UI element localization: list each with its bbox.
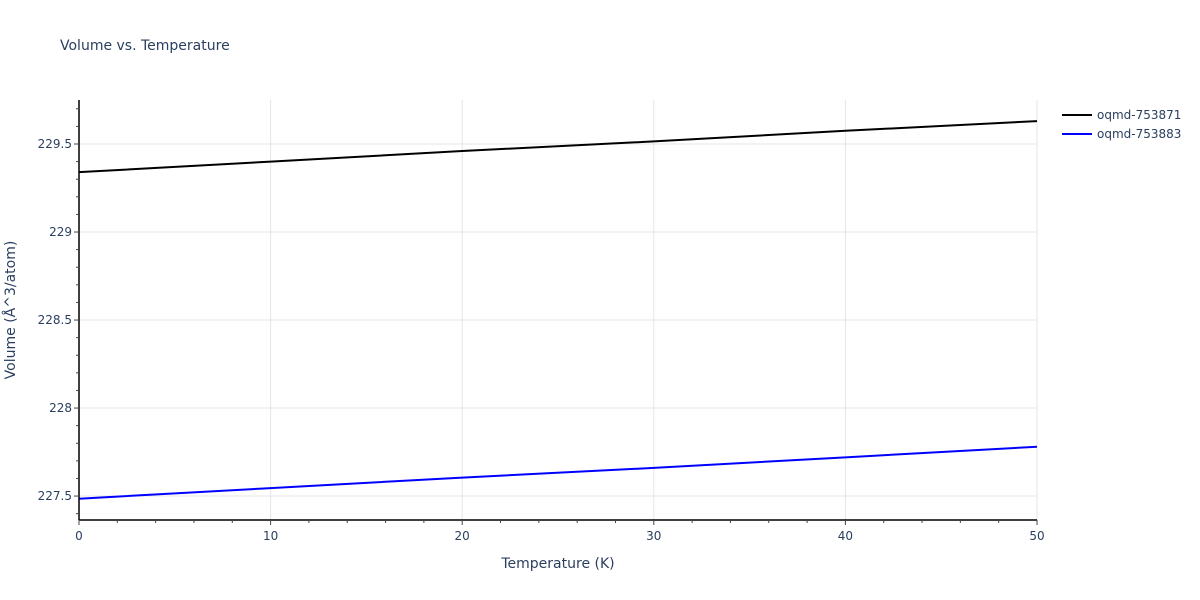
legend-item-label[interactable]: oqmd-753883 bbox=[1097, 127, 1181, 141]
x-tick-label: 50 bbox=[1029, 529, 1044, 543]
y-gridlines bbox=[79, 143, 1037, 497]
x-axis-title: Temperature (K) bbox=[500, 556, 614, 572]
series-line-oqmd-753871 bbox=[78, 120, 1038, 174]
y-tick-label: 227.5 bbox=[38, 489, 72, 503]
x-tick-label: 20 bbox=[455, 529, 470, 543]
y-tick-label: 229 bbox=[49, 225, 72, 239]
legend-item-label[interactable]: oqmd-753871 bbox=[1097, 108, 1181, 122]
axes bbox=[78, 100, 1037, 521]
y-axis-title: Volume (Å^3/atom) bbox=[2, 241, 19, 380]
data-series bbox=[78, 120, 1038, 500]
legend: oqmd-753871 oqmd-753883 bbox=[1062, 108, 1181, 141]
x-gridlines bbox=[270, 100, 1038, 520]
x-tick-label: 30 bbox=[646, 529, 661, 543]
x-tick-label: 40 bbox=[838, 529, 853, 543]
y-tick-label: 229.5 bbox=[38, 137, 72, 151]
y-tick-label: 228 bbox=[49, 401, 72, 415]
series-line-oqmd-753883 bbox=[78, 445, 1038, 500]
x-axis-ticks: 0 10 20 30 40 50 bbox=[75, 520, 1045, 543]
chart-title: Volume vs. Temperature bbox=[60, 38, 230, 54]
y-axis-ticks: 227.5 228 228.5 229 229.5 bbox=[38, 108, 79, 515]
x-tick-label: 10 bbox=[263, 529, 278, 543]
y-tick-label: 228.5 bbox=[38, 313, 72, 327]
x-tick-label: 0 bbox=[75, 529, 83, 543]
